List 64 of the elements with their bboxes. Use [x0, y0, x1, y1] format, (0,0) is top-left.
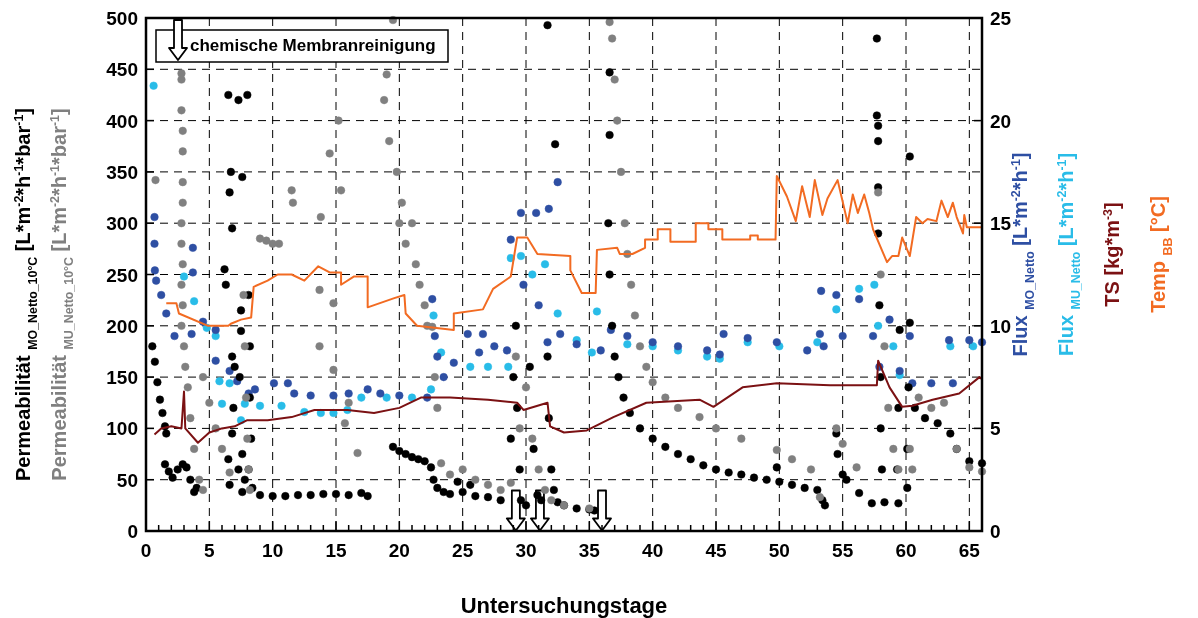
y2-tick-label: 5 [990, 418, 1001, 440]
x-tick-label: 5 [204, 540, 216, 561]
x-axis-title: Untersuchungstage [460, 593, 668, 618]
y-tick-label: 350 [106, 161, 138, 183]
y2-tick-label: 10 [990, 315, 1012, 337]
point [516, 251, 525, 261]
point [504, 362, 513, 371]
point [215, 377, 224, 386]
point [179, 272, 189, 281]
x-tick-label: 65 [958, 540, 981, 561]
point [528, 270, 537, 279]
point [870, 280, 879, 289]
y-tick-label: 200 [106, 315, 138, 337]
point [277, 401, 286, 410]
legend-label: chemische Membranreinigung [190, 36, 436, 55]
y-tick-label: 50 [116, 469, 138, 491]
y2-tick-label: 20 [990, 110, 1012, 132]
y-tick-label: 400 [106, 110, 138, 132]
line-series [165, 175, 983, 331]
y-tick-label: 150 [106, 367, 138, 389]
point [217, 399, 227, 408]
x-tick-label: 25 [452, 540, 474, 561]
point [149, 81, 158, 90]
y-tick-label: 0 [127, 521, 138, 542]
point [255, 401, 265, 410]
x-tick-label: 15 [325, 540, 347, 561]
y2-tick-label: 25 [990, 8, 1012, 29]
y-tick-label: 250 [106, 264, 138, 286]
point [813, 338, 822, 347]
x-tick-label: 0 [140, 540, 152, 561]
x-tick-label: 30 [515, 540, 537, 561]
point [874, 321, 883, 330]
point [623, 340, 632, 349]
point [969, 342, 978, 351]
point [466, 362, 475, 371]
point [357, 393, 366, 402]
y2-tick-label: 0 [990, 521, 1001, 542]
point [429, 311, 438, 320]
y-tick-label: 100 [106, 418, 138, 440]
point [587, 348, 596, 357]
x-tick-label: 60 [895, 540, 917, 561]
point [382, 393, 391, 402]
point [855, 284, 864, 293]
point [889, 342, 898, 351]
x-tick-label: 20 [388, 540, 410, 561]
point [407, 393, 417, 402]
point [426, 385, 436, 394]
point [225, 379, 234, 388]
point [190, 297, 199, 306]
y-tick-label: 450 [106, 59, 138, 81]
y-tick-label: 300 [106, 213, 138, 235]
point [540, 260, 550, 269]
point [592, 307, 601, 316]
point [832, 305, 841, 314]
x-tick-label: 35 [578, 540, 601, 561]
x-tick-label: 45 [705, 540, 727, 561]
point [483, 362, 493, 371]
x-tick-label: 50 [768, 540, 790, 561]
x-tick-label: 10 [262, 540, 284, 561]
x-tick-label: 55 [832, 540, 854, 561]
y2-tick-label: 15 [990, 213, 1012, 235]
y-tick-label: 500 [106, 8, 138, 29]
x-tick-label: 40 [642, 540, 664, 561]
point [553, 309, 562, 318]
